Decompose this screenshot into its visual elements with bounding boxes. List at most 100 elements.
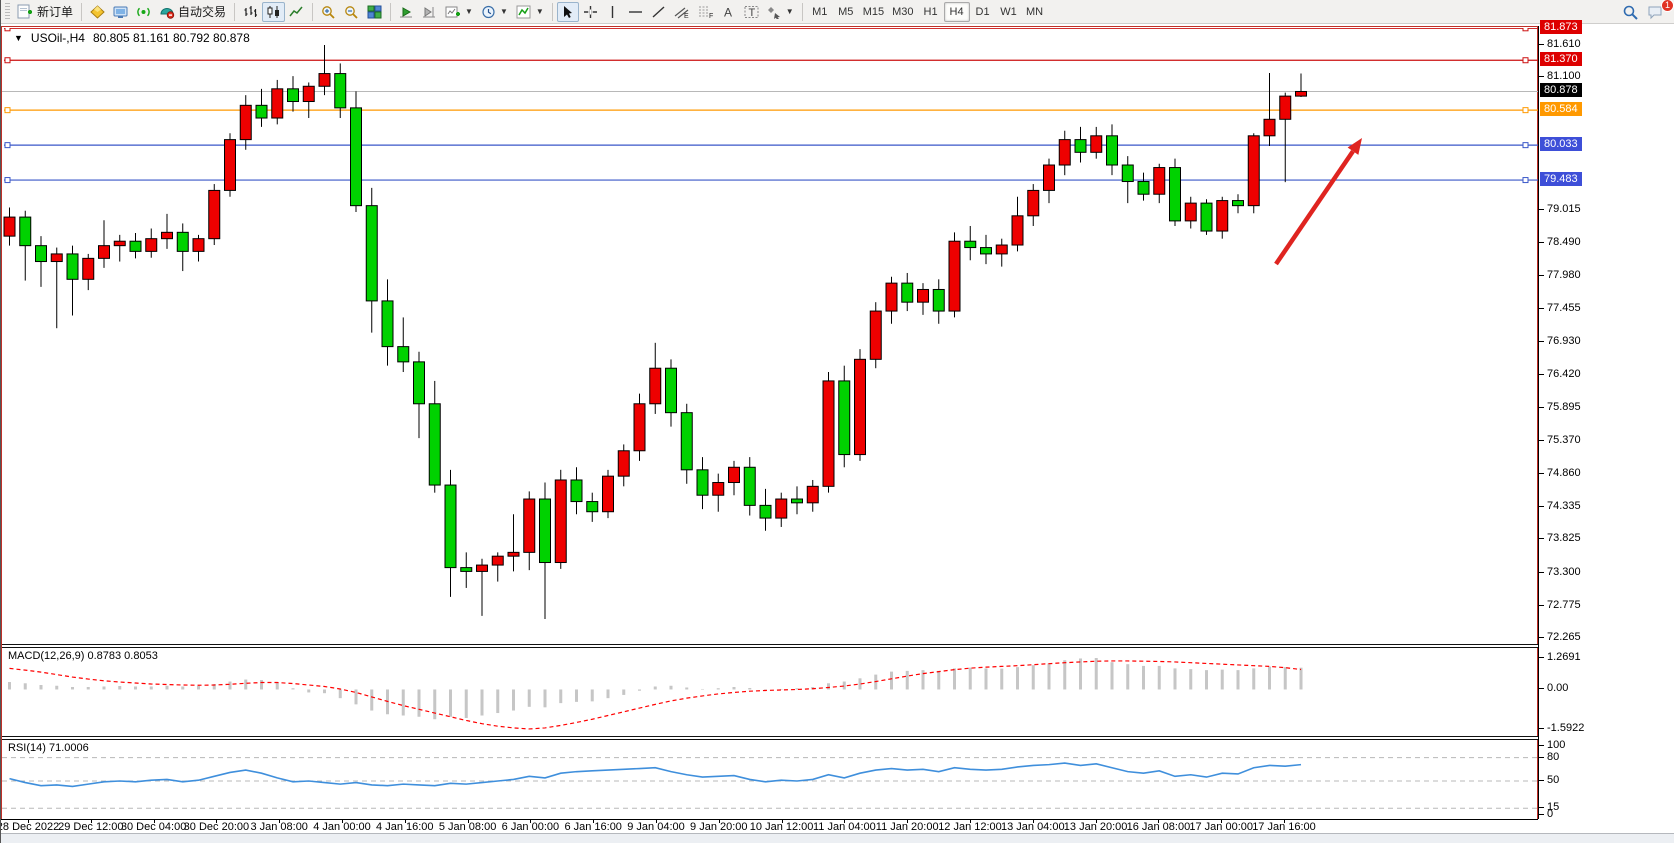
new-chart-button[interactable]: ▼ [441, 2, 477, 22]
time-tick [1284, 820, 1285, 823]
pane-separator-macd[interactable] [2, 644, 1538, 648]
price-tick-tick [1539, 307, 1544, 309]
rsi-axis-label-tick [1539, 814, 1544, 815]
hline-tool-button[interactable] [624, 2, 647, 22]
fibonacci-tool-button[interactable]: F [694, 2, 718, 22]
rsi-indicator-pane[interactable] [2, 741, 1538, 824]
dropdown-caret-icon[interactable]: ▼ [465, 7, 473, 16]
macd-indicator-pane[interactable] [2, 649, 1538, 741]
toolbar-separator [234, 2, 236, 21]
chart-shift-button[interactable] [418, 2, 441, 22]
zoom-out-button[interactable] [340, 2, 363, 22]
periods-button[interactable]: ▼ [477, 2, 512, 22]
timeframe-button-m5[interactable]: M5 [838, 5, 854, 18]
search-button[interactable] [1618, 2, 1643, 22]
trendline-tool-button[interactable] [647, 2, 670, 22]
vline-icon [608, 5, 617, 19]
chart-shift-icon [422, 5, 437, 19]
crosshair-tool-button[interactable] [579, 2, 602, 22]
editor-icon [113, 5, 128, 19]
indicators-button[interactable]: ▼ [512, 2, 548, 22]
cursor-tool-button[interactable] [556, 1, 579, 22]
rsi-axis-label-tick [1539, 807, 1544, 809]
time-tick [90, 820, 92, 823]
macd-axis-label: -1.5922 [1547, 721, 1585, 734]
macd-axis-label: 0.00 [1547, 682, 1569, 695]
price-tick: 72.265 [1547, 631, 1581, 644]
time-label: 4 Jan 16:00 [376, 821, 434, 833]
channel-tool-button[interactable]: E [670, 2, 694, 22]
price-tick: 77.980 [1547, 268, 1581, 281]
search-icon [1622, 4, 1639, 20]
price-tick: 73.300 [1547, 565, 1581, 578]
rsi-axis-label: 0 [1547, 808, 1554, 820]
price-tick-tick [1539, 44, 1544, 45]
time-label: 4 Jan 00:00 [313, 821, 371, 833]
meta-editor-button[interactable] [109, 2, 132, 22]
label-tool-button[interactable]: T [740, 2, 763, 22]
new-order-button[interactable]: 新订单 [13, 2, 77, 22]
price-tick-tick [1539, 274, 1544, 276]
dropdown-caret-icon[interactable]: ▼ [535, 7, 544, 16]
price-chart-pane[interactable] [2, 25, 1538, 649]
pane-separator-rsi[interactable] [2, 736, 1538, 740]
timeframe-button-d1[interactable]: D1 [975, 5, 990, 18]
chart-menu-triangle-icon[interactable]: ▼ [14, 33, 23, 43]
time-label: 10 Jan 12:00 [749, 821, 814, 833]
vline-tool-button[interactable] [602, 2, 624, 22]
timeframe-button-mn[interactable]: MN [1025, 5, 1044, 18]
toolbar-grip[interactable] [5, 2, 10, 21]
timeframe-button-h1[interactable]: H1 [923, 5, 938, 18]
tile-windows-button[interactable] [363, 2, 386, 22]
auto-scroll-button[interactable] [395, 2, 418, 22]
candle-chart-mode-button[interactable] [262, 1, 286, 22]
price-tick-tick [1539, 242, 1544, 244]
signals-button[interactable] [132, 2, 155, 22]
time-axis[interactable]: 28 Dec 2022 29 Dec 12:00 30 Dec 04:00 30 De… [1, 819, 1538, 833]
time-label: 6 Jan 00:00 [501, 821, 560, 833]
time-tick [593, 820, 595, 823]
line-chart-mode-button[interactable] [285, 2, 308, 22]
time-label: 13 Jan 04:00 [1000, 821, 1065, 833]
time-tick [530, 820, 532, 823]
time-label: 11 Jan 20:00 [875, 821, 939, 833]
time-tick [844, 820, 846, 823]
time-label: 17 Jan 00:00 [1189, 821, 1253, 833]
chat-button[interactable]: 1 [1643, 0, 1674, 22]
price-tick: 77.455 [1547, 301, 1581, 314]
gold-diamond-icon [90, 4, 105, 19]
chart-window[interactable]: ▼ USOil-,H4 80.805 81.161 80.792 80.878 … [1, 25, 1538, 832]
time-label: 17 Jan 16:00 [1252, 821, 1316, 833]
price-tick-tick [1539, 406, 1544, 408]
bar-chart-mode-button[interactable] [239, 2, 262, 22]
text-tool-button[interactable]: A [718, 2, 740, 22]
market-watch-button[interactable] [86, 2, 109, 22]
macd-axis-label: 1.2691 [1547, 651, 1581, 663]
status-bar [1, 833, 1674, 843]
timeframe-button-m15[interactable]: M15 [862, 5, 885, 18]
macd-axis-label-tick [1539, 688, 1544, 690]
timeframe-button-w1[interactable]: W1 [1000, 5, 1017, 18]
time-label: 5 Jan 08:00 [438, 821, 497, 833]
price-tick-tick [1539, 373, 1544, 375]
price-axis-line [1538, 26, 1539, 819]
dropdown-caret-icon[interactable]: ▼ [785, 7, 794, 16]
time-tick [404, 820, 406, 823]
arrows-tool-button[interactable]: ▼ [763, 2, 798, 22]
macd-axis-label-tick [1539, 727, 1544, 729]
timeframe-button-h4[interactable]: H4 [943, 1, 970, 22]
timeframe-button-m1[interactable]: M1 [812, 5, 828, 18]
timeframe-button-m30[interactable]: M30 [892, 5, 914, 18]
time-tick [1032, 820, 1034, 823]
rsi-axis-label-tick [1539, 745, 1544, 746]
rsi-axis-label-tick [1539, 780, 1544, 781]
trendline-icon [651, 5, 666, 19]
price-tick: 73.825 [1547, 532, 1581, 545]
autotrade-icon [159, 5, 175, 19]
autotrade-button-label: 自动交易 [178, 5, 227, 19]
price-tick-tick [1539, 505, 1544, 507]
dropdown-caret-icon[interactable]: ▼ [499, 7, 508, 16]
text-a-icon: A [722, 5, 735, 19]
zoom-in-button[interactable] [317, 2, 340, 22]
autotrade-button[interactable]: 自动交易 [155, 2, 230, 22]
